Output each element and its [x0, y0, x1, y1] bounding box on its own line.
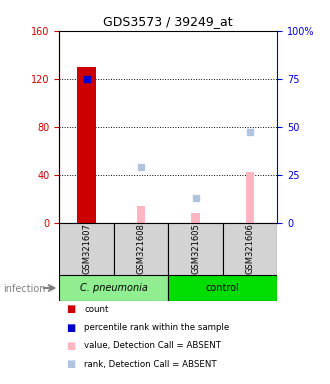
Text: control: control	[206, 283, 240, 293]
Text: rank, Detection Call = ABSENT: rank, Detection Call = ABSENT	[84, 360, 217, 369]
Text: value, Detection Call = ABSENT: value, Detection Call = ABSENT	[84, 341, 221, 351]
FancyBboxPatch shape	[59, 275, 168, 301]
Text: infection: infection	[3, 284, 46, 294]
Point	[139, 164, 144, 170]
Text: ■: ■	[66, 359, 75, 369]
Point	[193, 195, 198, 201]
Text: GSM321606: GSM321606	[246, 223, 254, 274]
FancyBboxPatch shape	[59, 223, 114, 275]
Text: ■: ■	[66, 304, 75, 314]
Text: GSM321607: GSM321607	[82, 223, 91, 274]
Point	[248, 129, 253, 136]
Text: C. pneumonia: C. pneumonia	[80, 283, 148, 293]
Bar	[246, 172, 254, 223]
Text: ■: ■	[66, 323, 75, 333]
Bar	[191, 213, 200, 223]
Bar	[137, 206, 145, 223]
FancyBboxPatch shape	[223, 223, 277, 275]
Point	[84, 76, 89, 82]
FancyBboxPatch shape	[168, 275, 277, 301]
Text: count: count	[84, 305, 109, 314]
FancyBboxPatch shape	[114, 223, 168, 275]
FancyBboxPatch shape	[168, 223, 223, 275]
Bar	[77, 67, 96, 223]
Text: ■: ■	[66, 341, 75, 351]
Title: GDS3573 / 39249_at: GDS3573 / 39249_at	[104, 15, 233, 28]
Text: GSM321608: GSM321608	[137, 223, 146, 274]
Text: percentile rank within the sample: percentile rank within the sample	[84, 323, 229, 332]
Text: GSM321605: GSM321605	[191, 223, 200, 274]
